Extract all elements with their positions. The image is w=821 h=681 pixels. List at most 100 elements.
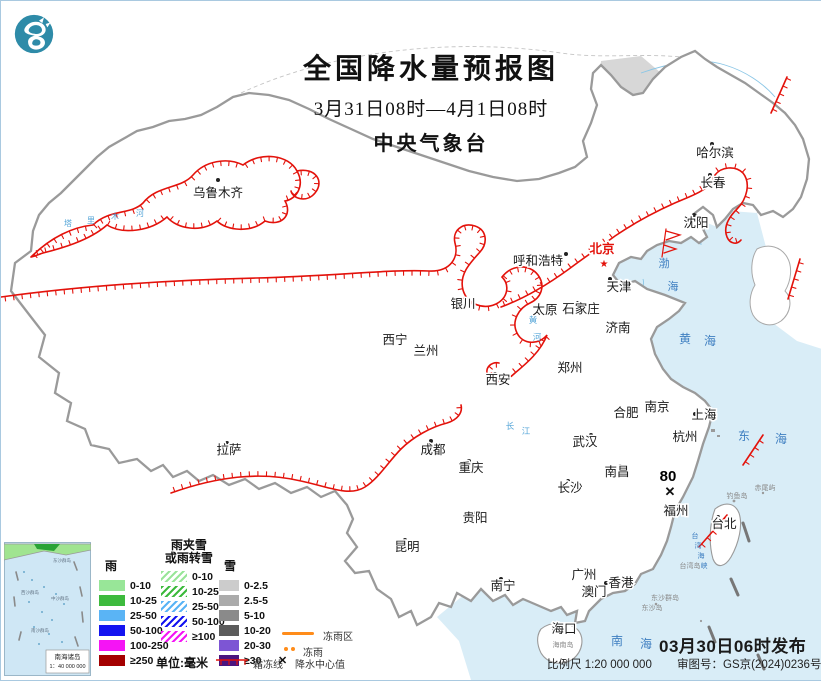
inset-scale: 1：40 000 000: [49, 664, 85, 670]
legend-row: 0-10: [99, 578, 169, 593]
city-label: 上海: [691, 407, 717, 422]
legend-range-label: 10-25: [130, 594, 157, 607]
island-label: 台湾岛: [680, 561, 701, 570]
sea-name-char: 南: [611, 633, 623, 648]
sea-name-char: 海: [668, 279, 679, 293]
capital-star-marker: ★: [600, 259, 609, 270]
city-dot: [708, 173, 712, 177]
dash-line-marks: [707, 521, 766, 671]
city-dot: [552, 627, 556, 631]
inset-island-label: 东沙群岛: [53, 557, 71, 564]
island-label: 海南岛: [553, 640, 574, 649]
city-label: 郑州: [557, 360, 582, 375]
legend-swatch: [99, 580, 125, 591]
legend-swatch: [161, 631, 187, 642]
city-label: 昆明: [394, 540, 419, 554]
legend-swatch: [161, 586, 187, 597]
sea-name-char: 海: [775, 431, 787, 446]
city-label: 成都: [420, 443, 446, 457]
city-label: 武汉: [572, 435, 598, 449]
city-label: 南昌: [604, 464, 629, 479]
city-label: 西宁: [382, 332, 407, 347]
city-dot: [216, 178, 220, 182]
legend-swatch: [161, 601, 187, 612]
river-name-char: 河: [136, 208, 144, 218]
river-labels: 塔里木河黄河长江: [64, 208, 542, 436]
sea-name-char: 海: [698, 551, 705, 560]
city-dot: [633, 406, 637, 410]
city-dot: [493, 372, 497, 376]
legend-sleet-title: 雨夹雪 或雨转雪: [164, 538, 213, 565]
freezing-rain-area-label: 冻雨区: [323, 632, 353, 643]
city-dot: [677, 504, 681, 508]
legend-row: 10-25: [161, 584, 225, 599]
city-dot: [551, 304, 555, 308]
legend-snow-title: 雪: [224, 559, 237, 573]
city-label: 乌鲁木齐: [193, 185, 244, 200]
city-label: 重庆: [458, 460, 484, 475]
legend-row: 0-2.5: [219, 578, 271, 593]
sea-name-char: 东: [738, 429, 750, 443]
small-islands: [654, 429, 765, 623]
precipitation-center-marker: 80✕: [658, 467, 677, 500]
legend-row: 5-10: [219, 608, 271, 623]
city-label: 北京: [589, 241, 615, 256]
inset-title: 南海诸岛: [55, 652, 81, 661]
river-name-char: 长: [506, 421, 515, 431]
inset-island-label: 中沙群岛: [51, 595, 69, 602]
island-label: 东沙岛: [642, 603, 663, 612]
city-dot: [710, 142, 714, 146]
cma-dragon-logo: [9, 9, 59, 59]
river-name-char: 塔: [64, 218, 72, 228]
city-dot: [716, 515, 720, 519]
frost-line-ticks: [172, 407, 462, 493]
legend-row: 0-10: [161, 569, 225, 584]
legend-snow-column: 雪 0-2.5 2.5-5 5-10 10-20 20-30 ≥30: [219, 557, 271, 668]
inset-island-label: 西沙群岛: [21, 589, 39, 596]
legend-range-label: 5-10: [244, 609, 266, 622]
frost-line-ticks: [33, 155, 301, 259]
city-label: 合肥: [613, 405, 639, 420]
frost-line-ticks: [293, 169, 320, 200]
legend-range-label: ≥250: [130, 654, 154, 667]
legend-swatch: [219, 580, 239, 591]
legend-range-label: 20-30: [244, 639, 271, 652]
legend-range-label: 50-100: [192, 615, 225, 628]
city-dot: [458, 297, 462, 301]
city-label: 香港: [608, 576, 634, 590]
city-label: 长春: [700, 176, 726, 190]
freezing-rain-area-line-sample: [282, 632, 314, 635]
legend-row: 50-100: [161, 614, 225, 629]
city-dot: [467, 459, 471, 463]
frost-line-ticks: [701, 517, 728, 548]
legend-range-label: 2.5-5: [244, 594, 268, 607]
frost-line-ticks: [502, 163, 753, 307]
city-dot: [584, 568, 588, 572]
city-label: 福州: [663, 503, 688, 518]
city-label: 太原: [532, 302, 557, 317]
forecast-period: 3月31日08时—4月1日08时: [313, 99, 549, 120]
map-scale: 比例尺 1:20 000 000: [547, 659, 652, 671]
island-label: 赤尾屿: [755, 483, 776, 492]
city-label: 济南: [605, 320, 630, 335]
legend-row: ≥100: [161, 629, 225, 644]
city-label: 澳门: [581, 584, 606, 599]
legend-range-label: 50-100: [130, 624, 163, 637]
legend-swatch: [99, 595, 125, 606]
legend-range-label: 0-10: [192, 570, 214, 583]
south-china-sea-inset: 东沙群岛 西沙群岛 中沙群岛 南沙群岛 南海诸岛 1：40 000 000: [4, 542, 91, 676]
legend-row: 100-250: [99, 638, 169, 653]
city-dot: [225, 441, 229, 445]
legend-row: 20-30: [219, 638, 271, 653]
city-label: 杭州: [672, 429, 697, 444]
city-label: 广州: [571, 568, 596, 582]
legend-rain-column: 雨 0-10 10-25 25-50 50-100 100-250 ≥250: [99, 557, 169, 668]
city-dot: [433, 345, 437, 349]
legend-swatch: [161, 616, 187, 627]
city-dot: [471, 511, 475, 515]
city-dot: [693, 412, 697, 416]
city-label: 西安: [485, 372, 510, 387]
city-label: 长沙: [557, 481, 583, 495]
